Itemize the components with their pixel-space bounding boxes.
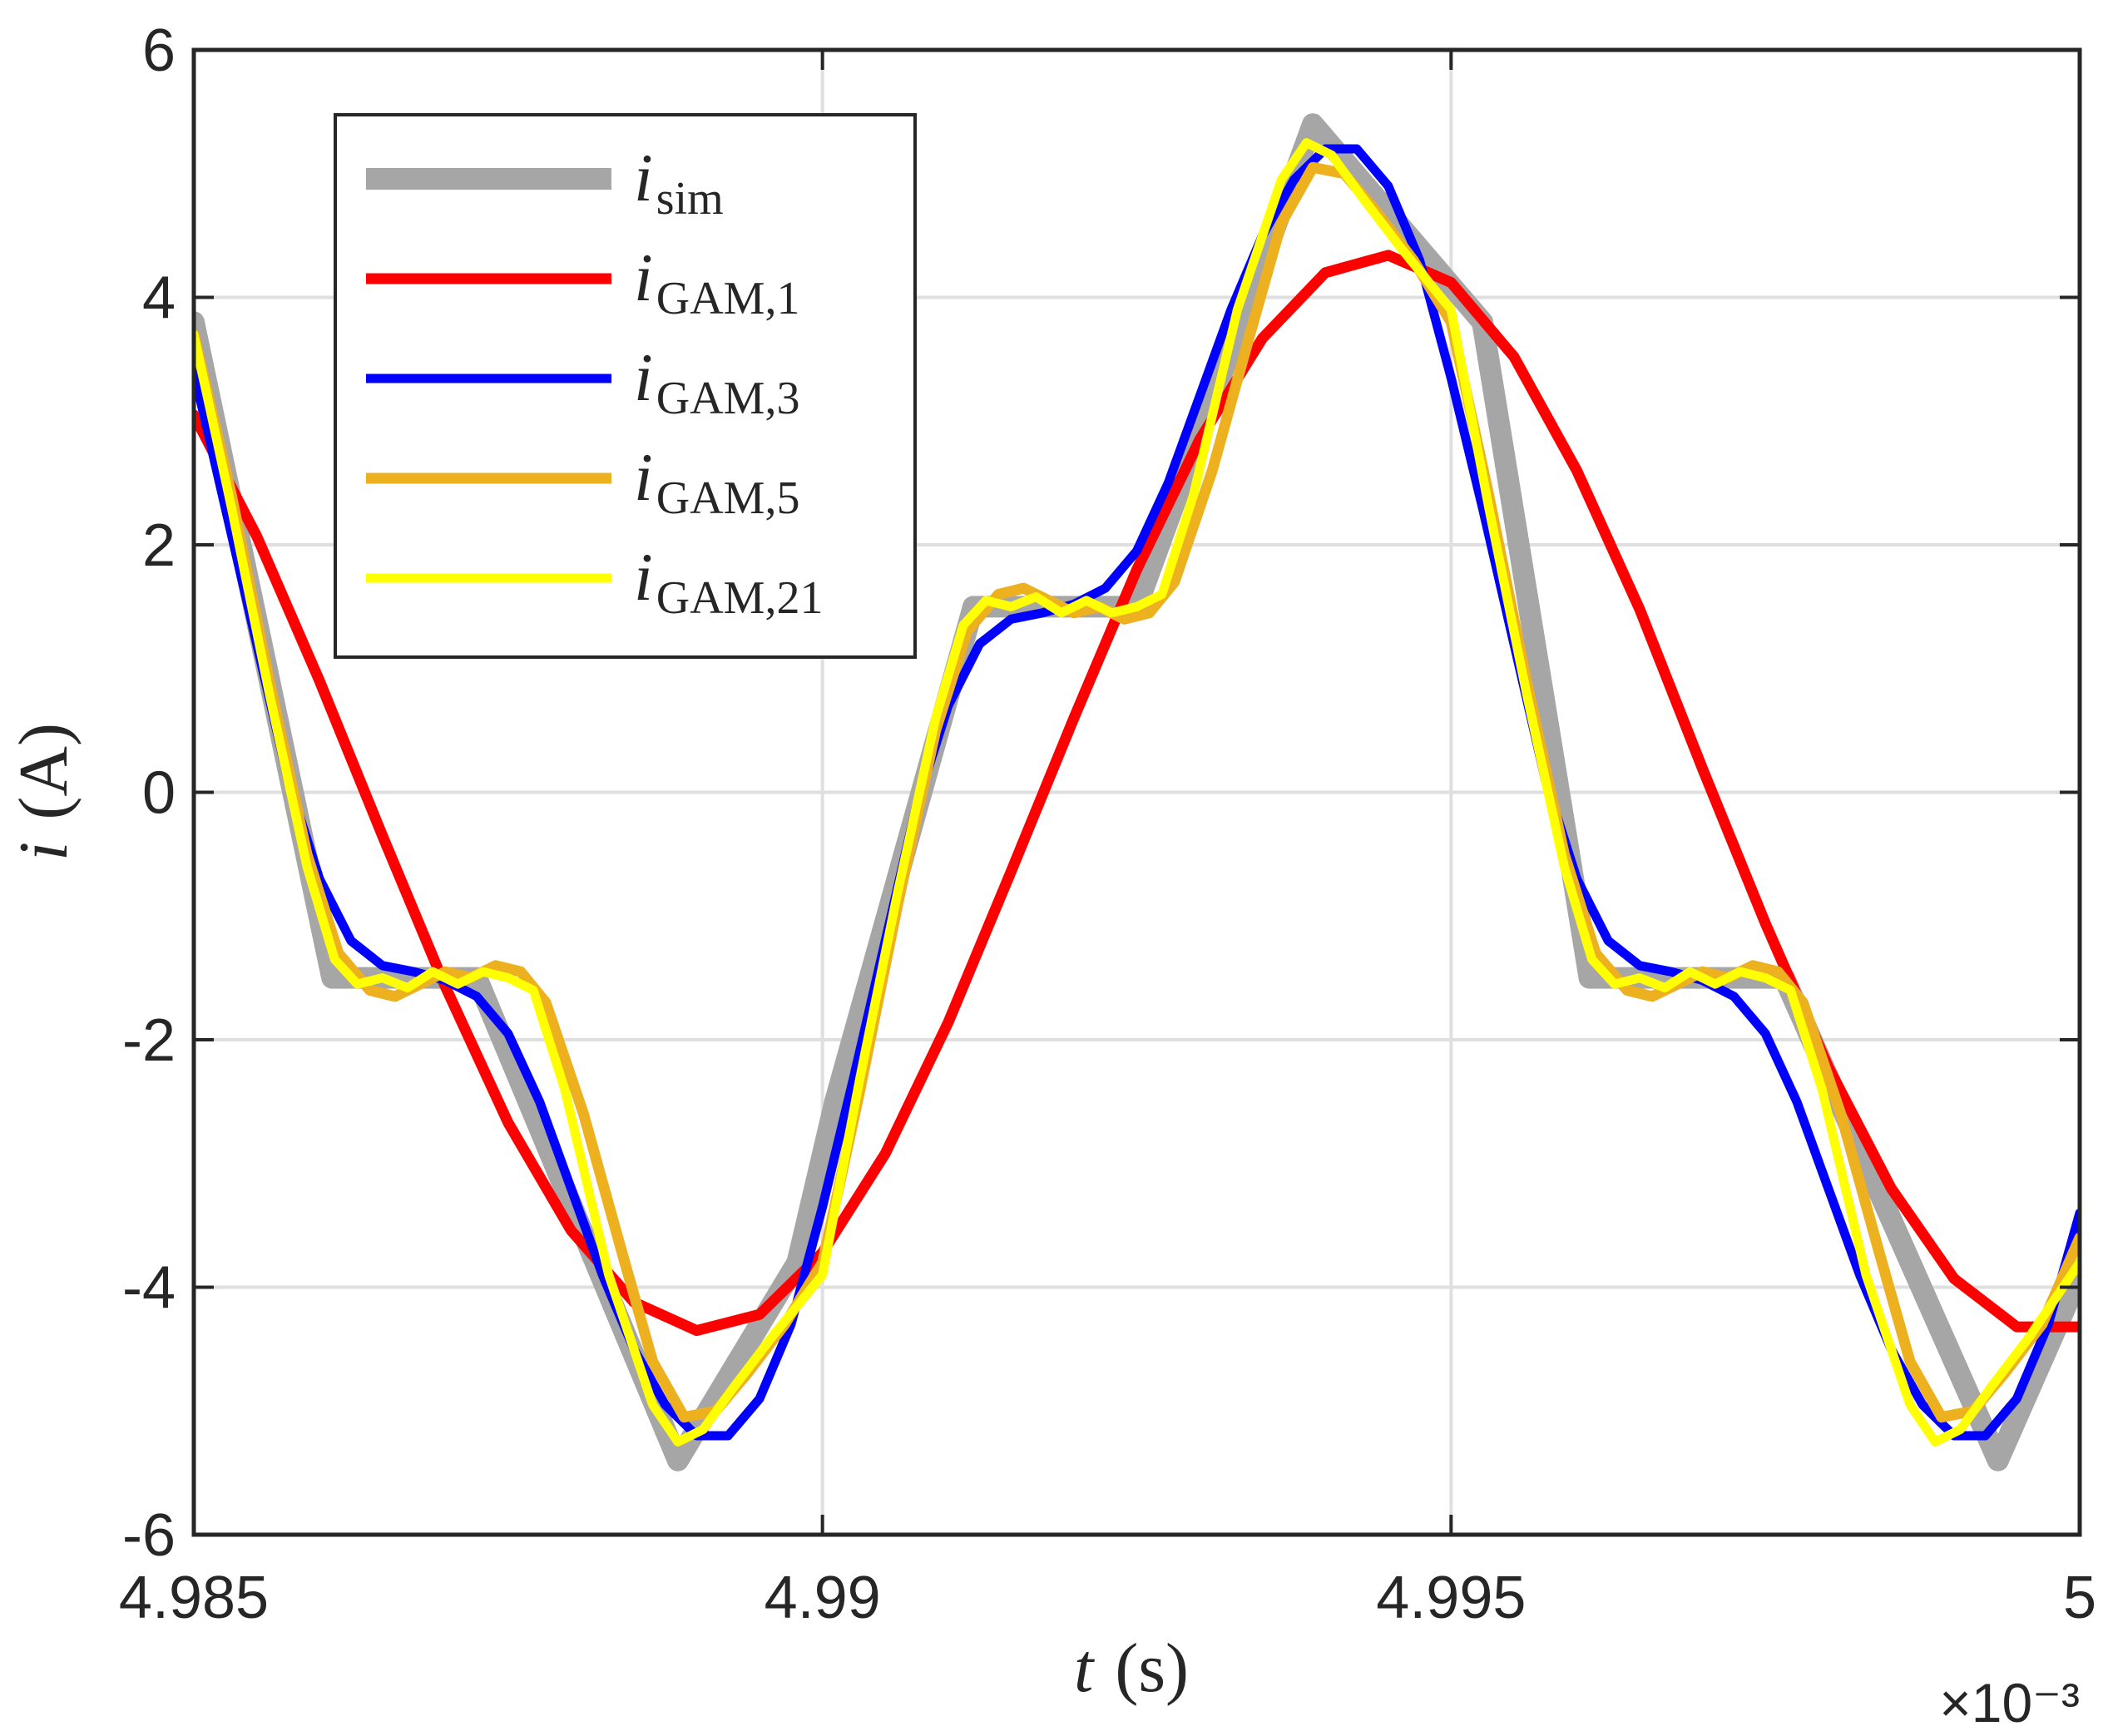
legend-label: isim — [634, 140, 724, 225]
series-line-i-gam-3 — [194, 144, 2080, 1441]
x-axis-label: t (s) — [1074, 1630, 1189, 1707]
y-tick-labels: -6 -4 -2 0 2 4 6 — [122, 17, 176, 1569]
legend-label: iGAM,5 — [634, 439, 799, 524]
series-line-i-gam-21 — [194, 138, 2080, 1447]
legend-box — [334, 113, 917, 659]
y-tick-label: 4 — [142, 265, 176, 332]
series-group — [194, 113, 2080, 1471]
x-tick-label: 5 — [2063, 1565, 2096, 1631]
x-tick-label: 4.99 — [765, 1565, 881, 1631]
y-tick-label: 0 — [142, 760, 176, 827]
legend: isim iGAM,1 iGAM,3 iGAM,5 iGAM,21 — [334, 113, 917, 659]
x-tick-labels: 4.985 4.99 4.995 5 — [119, 1565, 2096, 1631]
x-tick-label: 4.995 — [1376, 1565, 1526, 1631]
legend-label: iGAM,21 — [634, 539, 823, 624]
x-scale-exponent: ×10⁻³ — [1939, 1672, 2080, 1734]
series-line-i-gam-5 — [194, 161, 2080, 1423]
y-tick-label: -4 — [122, 1255, 176, 1322]
y-tick-label: 6 — [142, 17, 176, 84]
y-tick-label: -6 — [122, 1502, 176, 1569]
legend-label: iGAM,3 — [634, 339, 799, 424]
y-axis-label: i(A) — [5, 723, 82, 861]
y-tick-label: -2 — [122, 1007, 176, 1074]
axis-ticks — [192, 48, 2081, 1536]
x-tick-label: 4.985 — [119, 1565, 269, 1631]
legend-label: iGAM,1 — [634, 240, 799, 324]
y-tick-label: 2 — [142, 512, 176, 579]
series-line-i-gam-1 — [194, 250, 2080, 1337]
